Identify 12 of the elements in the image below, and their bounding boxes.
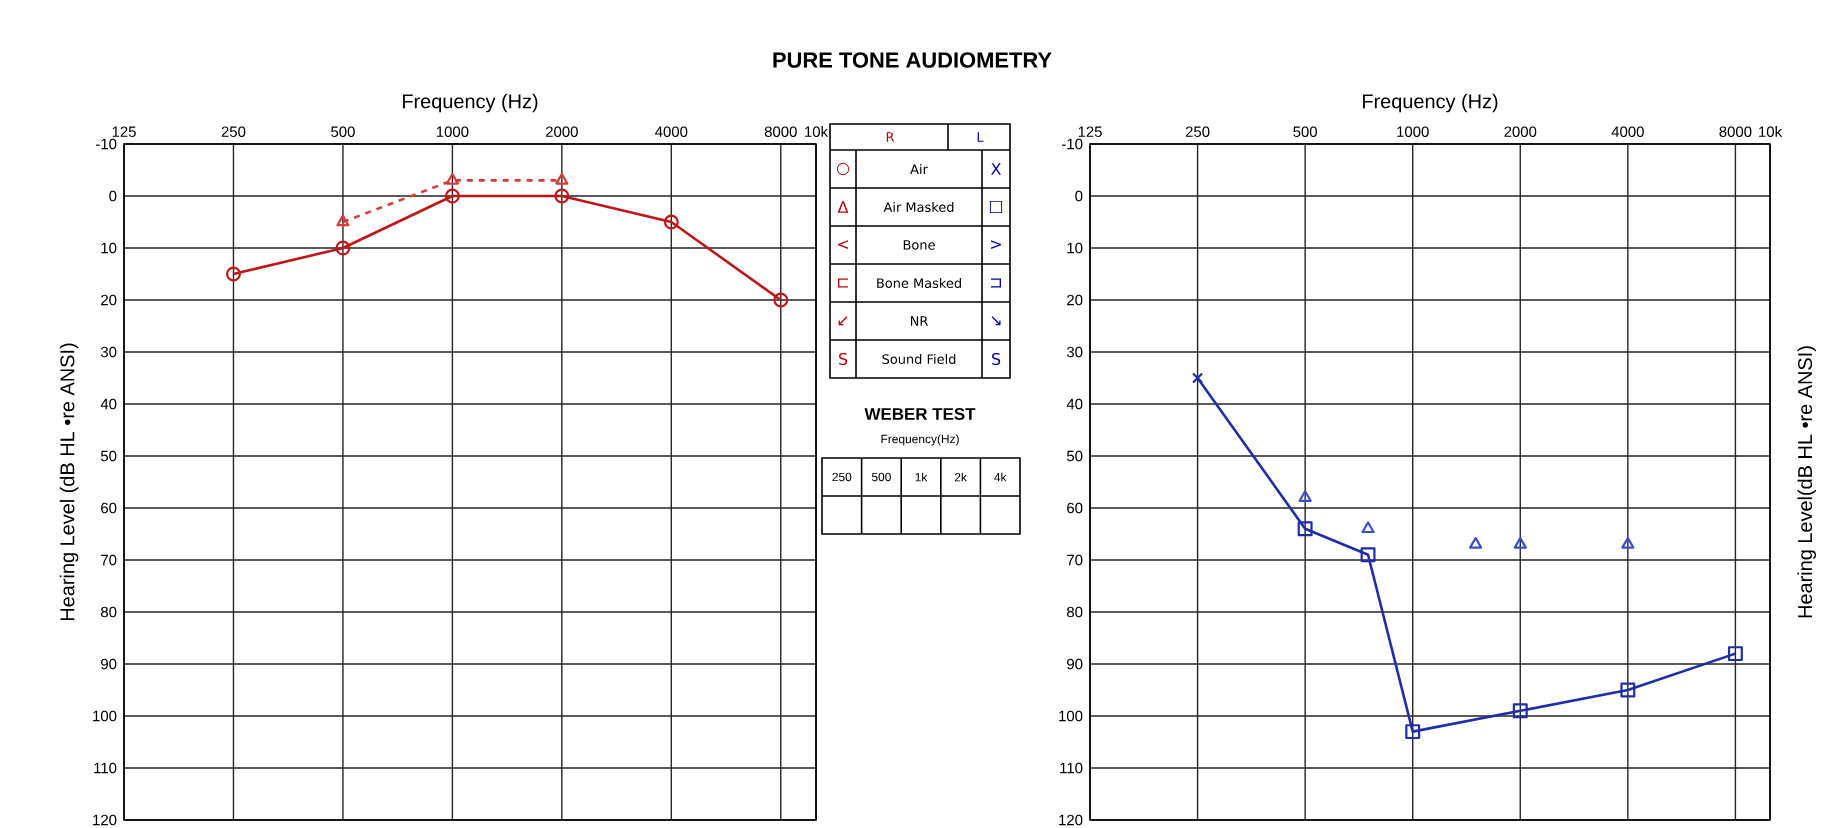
- point: [444, 188, 460, 204]
- point: [554, 188, 570, 204]
- point: [663, 214, 679, 230]
- text: WEBER TEST: [864, 408, 976, 420]
- text: PURE TONE AUDIOMETRY: [773, 52, 1052, 68]
- x-axis-title: Frequency (Hz): [402, 93, 538, 113]
- x-axis-title: Frequency (Hz): [1363, 93, 1498, 113]
- point: [335, 240, 351, 256]
- point: [225, 266, 241, 282]
- y-axis-title: Hearing Level(dB HL •re ANSI): [1797, 346, 1817, 618]
- point: [773, 292, 789, 308]
- y-axis-title: Hearing Level (dB HL •re ANSI): [59, 343, 79, 621]
